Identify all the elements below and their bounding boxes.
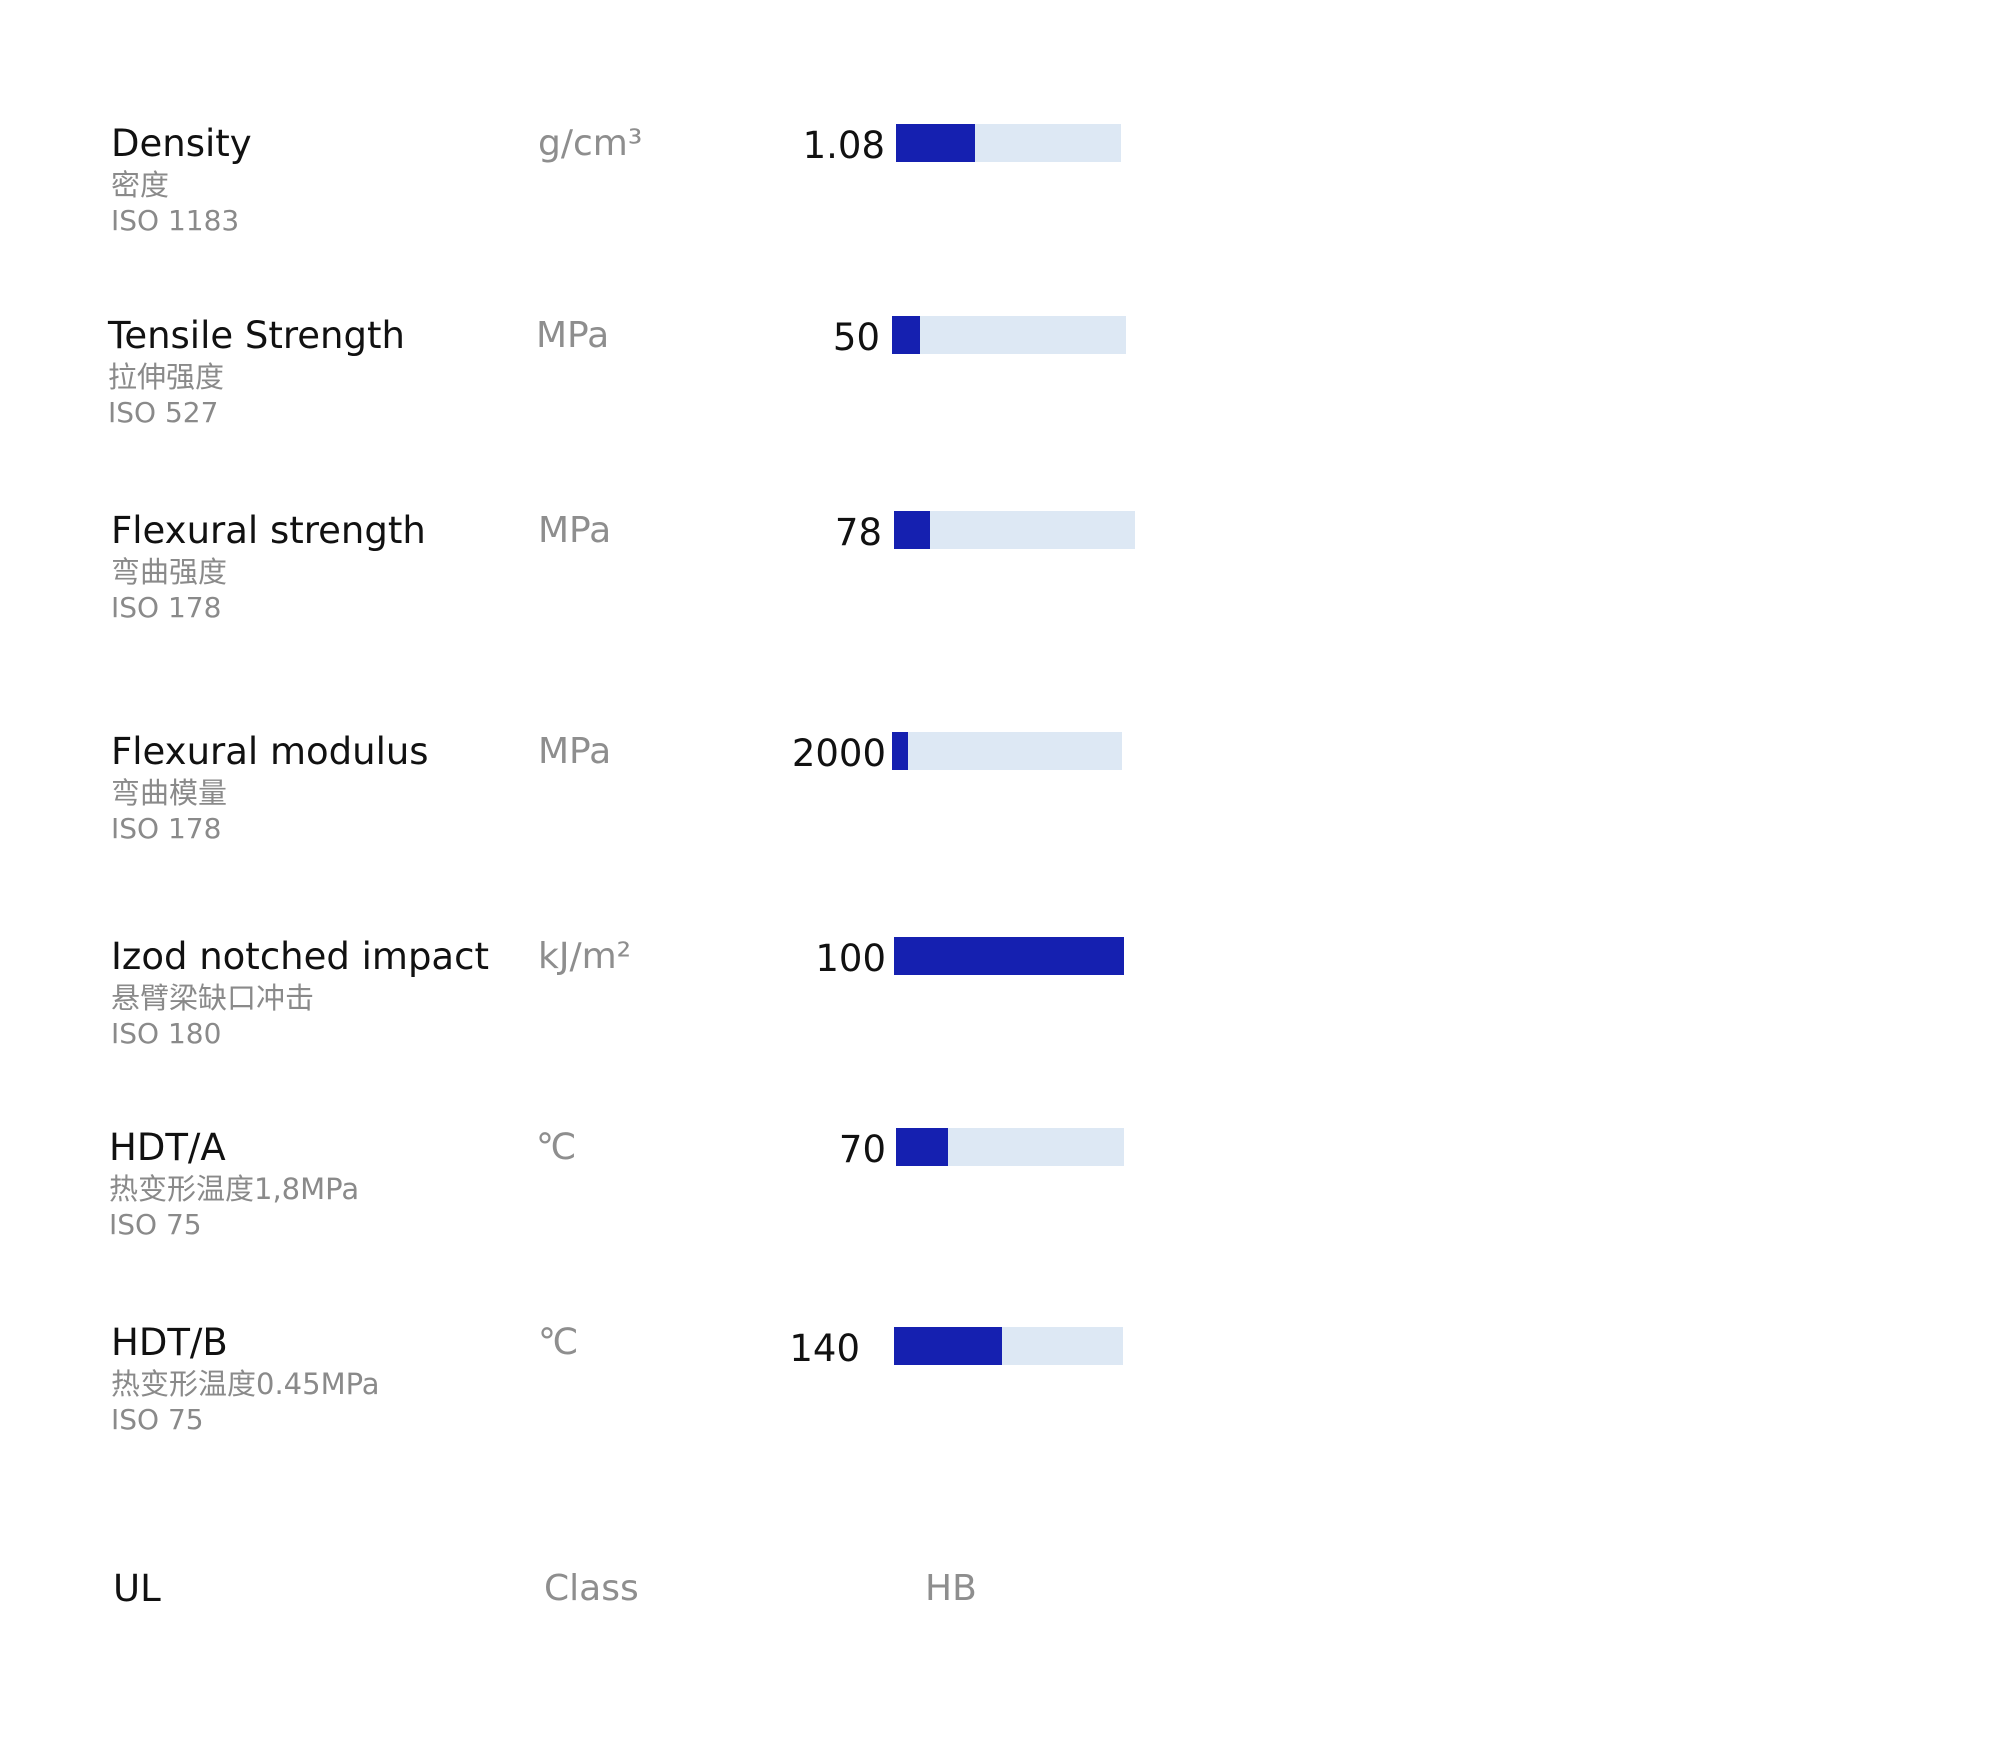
property-row-flexural-modulus: Flexural modulus 弯曲模量 ISO 178 MPa 2000 — [0, 730, 2000, 880]
property-value: 2000 — [791, 732, 886, 775]
property-name: Tensile Strength — [108, 314, 405, 357]
property-name: UL — [113, 1567, 161, 1610]
value-bar-fill — [896, 124, 975, 162]
property-value: 1.08 — [802, 124, 885, 167]
property-standard: ISO 178 — [111, 591, 222, 624]
property-row-tensile-strength: Tensile Strength 拉伸强度 ISO 527 MPa 50 — [0, 314, 2000, 464]
property-standard: ISO 75 — [109, 1208, 202, 1241]
value-bar-track — [896, 124, 1121, 162]
property-value: 70 — [838, 1128, 886, 1171]
property-name-cn: 弯曲模量 — [111, 776, 228, 810]
property-name: Flexural strength — [111, 509, 426, 552]
property-name: HDT/A — [109, 1126, 226, 1169]
property-unit: ℃ — [538, 1322, 579, 1363]
value-bar-fill — [892, 732, 909, 770]
value-bar-track — [894, 511, 1135, 549]
property-row-flexural-strength: Flexural strength 弯曲强度 ISO 178 MPa 78 — [0, 509, 2000, 659]
property-name: Izod notched impact — [111, 935, 489, 978]
property-unit: Class — [544, 1568, 639, 1609]
value-bar-fill — [894, 511, 931, 549]
value-bar-track — [894, 937, 1124, 975]
property-unit: MPa — [538, 731, 612, 772]
value-bar-fill — [894, 937, 1124, 975]
property-name-cn: 密度 — [111, 168, 170, 202]
value-bar-track — [896, 1128, 1124, 1166]
property-name-cn: 弯曲强度 — [111, 555, 228, 589]
property-row-hdt-a: HDT/A 热变形温度1,8MPa ISO 75 ℃ 70 — [0, 1126, 2000, 1276]
property-unit: MPa — [536, 315, 610, 356]
property-standard: ISO 527 — [108, 396, 219, 429]
value-bar-fill — [896, 1128, 949, 1166]
property-name-cn: 拉伸强度 — [108, 360, 225, 394]
property-standard: ISO 1183 — [111, 204, 240, 237]
property-value: 50 — [832, 316, 880, 359]
property-value: HB — [925, 1568, 977, 1609]
property-value: 140 — [789, 1327, 860, 1370]
property-name-cn: 热变形温度0.45MPa — [111, 1367, 380, 1401]
property-name: Density — [111, 122, 252, 165]
value-bar-fill — [894, 1327, 1002, 1365]
property-value: 78 — [834, 511, 882, 554]
property-standard: ISO 178 — [111, 812, 222, 845]
property-row-izod-notched-impact: Izod notched impact 悬臂梁缺口冲击 ISO 180 kJ/m… — [0, 935, 2000, 1085]
value-bar-track — [894, 1327, 1123, 1365]
property-row-density: Density 密度 ISO 1183 g/cm³ 1.08 — [0, 122, 2000, 272]
property-name-cn: 悬臂梁缺口冲击 — [111, 981, 315, 1015]
property-standard: ISO 75 — [111, 1403, 204, 1436]
property-unit: ℃ — [536, 1127, 577, 1168]
property-unit: kJ/m² — [538, 936, 632, 977]
property-row-ul: UL Class HB — [0, 1567, 2000, 1617]
property-name-cn: 热变形温度1,8MPa — [109, 1172, 360, 1206]
property-row-hdt-b: HDT/B 热变形温度0.45MPa ISO 75 ℃ 140 — [0, 1321, 2000, 1471]
value-bar-track — [892, 316, 1126, 354]
property-value: 100 — [815, 937, 886, 980]
property-standard: ISO 180 — [111, 1017, 222, 1050]
property-name: Flexural modulus — [111, 730, 429, 773]
value-bar-track — [892, 732, 1122, 770]
property-unit: MPa — [538, 510, 612, 551]
value-bar-fill — [892, 316, 921, 354]
property-name: HDT/B — [111, 1321, 228, 1364]
property-unit: g/cm³ — [538, 123, 643, 164]
